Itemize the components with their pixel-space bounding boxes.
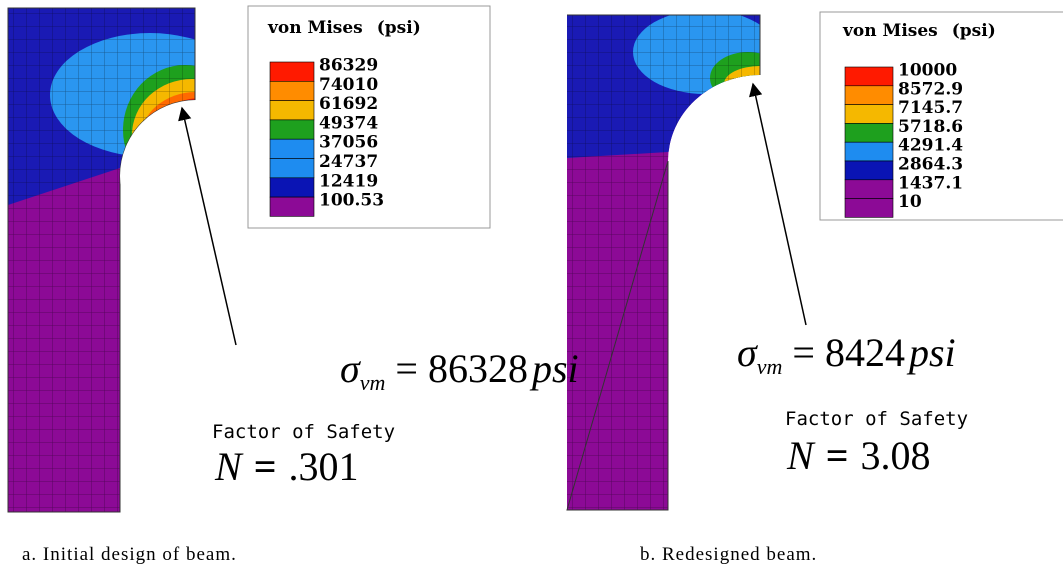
safety-label: Factor of Safety [212, 421, 395, 443]
symbol: σ [737, 330, 758, 375]
legend-title: von Mises [267, 18, 363, 38]
legend-level: 5718.6 [898, 117, 963, 137]
legend-swatch [845, 199, 893, 218]
legend-level: 24737 [319, 152, 378, 172]
legend-swatch [845, 86, 893, 105]
legend-swatch [845, 105, 893, 124]
legend-level: 2864.3 [898, 155, 963, 175]
legend-swatch [270, 101, 314, 120]
legend-level: 74010 [319, 75, 378, 95]
legend-level: 12419 [319, 171, 378, 191]
legend-title: von Mises (psi) [842, 21, 996, 41]
legend-swatch [270, 62, 314, 81]
legend-swatch [845, 142, 893, 161]
legend-swatch [270, 120, 314, 139]
relation: = [254, 444, 277, 489]
legend-level: 49374 [319, 113, 378, 133]
legend-level: 61692 [319, 94, 378, 114]
legend-swatch [270, 178, 314, 197]
subscript: vm [757, 354, 783, 379]
legend-level: 8572.9 [898, 79, 963, 99]
figure: von Mises(psi) von Mises(psi) σvm=86328p… [0, 0, 1063, 573]
legend-level: 10000 [898, 61, 957, 81]
legend-swatch [845, 123, 893, 142]
legend-swatch [270, 81, 314, 100]
legend-level: 100.53 [319, 191, 384, 211]
symbol: σ [340, 346, 361, 391]
legend-unit: (psi) [952, 21, 996, 41]
relation: = [826, 433, 849, 478]
legend-level: 37056 [319, 133, 378, 153]
subscript: vm [360, 370, 386, 395]
value: .301 [288, 444, 358, 489]
legend-level: 7145.7 [898, 98, 963, 118]
legend-swatch [270, 197, 314, 216]
unit: psi [529, 346, 579, 391]
symbol: N [214, 444, 244, 489]
legend-title: von Mises [842, 21, 938, 41]
legend-unit: (psi) [377, 18, 421, 38]
caption: b. Redesigned beam. [640, 544, 817, 565]
legend-level: 86329 [319, 56, 378, 76]
legend-swatch [845, 161, 893, 180]
safety-equation: N=.301 [214, 444, 358, 489]
relation: = [395, 346, 418, 391]
value: 8424 [825, 330, 905, 375]
symbol: N [786, 433, 816, 478]
value: 86328 [428, 346, 528, 391]
value: 3.08 [860, 433, 930, 478]
legend-swatch [845, 67, 893, 86]
safety-equation: N=3.08 [786, 433, 930, 478]
legend-swatch [270, 139, 314, 158]
relation: = [792, 330, 815, 375]
safety-label: Factor of Safety [785, 408, 968, 430]
legend-swatch [845, 180, 893, 199]
caption: a. Initial design of beam. [22, 544, 237, 565]
legend-level: 4291.4 [898, 136, 963, 156]
unit: psi [906, 330, 956, 375]
legend-level: 10 [898, 192, 922, 212]
legend-title: von Mises (psi) [267, 18, 421, 38]
legend-swatch [270, 159, 314, 178]
legend-level: 1437.1 [898, 173, 963, 193]
